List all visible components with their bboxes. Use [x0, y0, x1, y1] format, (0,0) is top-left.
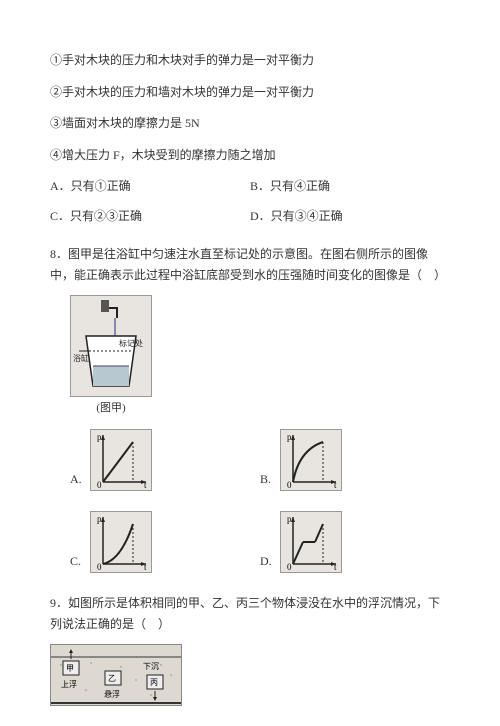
statement-3: ③墙面对木块的摩擦力是 5N: [50, 113, 450, 135]
q8-graph-a: A. p t 0: [70, 429, 260, 491]
q8-graph-b: B. p t 0: [260, 429, 450, 491]
svg-text:p: p: [287, 514, 292, 524]
svg-text:p: p: [287, 432, 292, 442]
q9-figure: 甲 上浮 乙 悬浮 丙 下沉: [50, 644, 450, 706]
statement-4: ④增大压力 F，木块受到的摩擦力随之增加: [50, 145, 450, 167]
q9-text: 9．如图所示是体积相同的甲、乙、丙三个物体浸没在水中的浮沉情况，下列说法正确的是…: [50, 593, 450, 636]
svg-text:t: t: [334, 480, 337, 490]
q7-option-a: A．只有①正确: [50, 176, 250, 198]
q8-graph-row-2: C. p t 0 D. p t 0: [50, 511, 450, 573]
svg-text:t: t: [144, 480, 147, 490]
statement-1: ①手对木块的压力和木块对手的弹力是一对平衡力: [50, 50, 450, 72]
svg-text:t: t: [144, 562, 147, 572]
q7-option-b: B．只有④正确: [250, 176, 450, 198]
q8-text: 8．图甲是往浴缸中匀速注水直至标记处的示意图。在图右侧所示的图像中，能正确表示此…: [50, 244, 450, 287]
svg-text:0: 0: [287, 480, 292, 490]
svg-text:0: 0: [97, 562, 102, 572]
svg-text:p: p: [97, 432, 102, 442]
q8-graph-c: C. p t 0: [70, 511, 260, 573]
svg-text:上浮: 上浮: [61, 679, 77, 689]
q8-label-a: A.: [70, 469, 90, 491]
svg-text:0: 0: [97, 480, 102, 490]
svg-text:0: 0: [287, 562, 292, 572]
q8-label-d: D.: [260, 551, 280, 573]
q7-options-row-2: C．只有②③正确 D．只有③④正确: [50, 206, 450, 228]
q8-graph-d: D. p t 0: [260, 511, 450, 573]
q8-label-b: B.: [260, 469, 280, 491]
svg-text:丙: 丙: [150, 678, 158, 687]
q8-figure-main: 标记处 浴缸 (图甲): [70, 295, 152, 419]
svg-text:下沉: 下沉: [143, 662, 159, 671]
q8-caption: (图甲): [70, 399, 152, 419]
svg-text:t: t: [334, 562, 337, 572]
svg-text:悬浮: 悬浮: [104, 689, 120, 699]
svg-text:甲: 甲: [66, 664, 74, 673]
q8-label-c: C.: [70, 551, 90, 573]
svg-text:乙: 乙: [108, 674, 116, 683]
q7-option-c: C．只有②③正确: [50, 206, 250, 228]
statement-2: ②手对木块的压力和墙对木块的弹力是一对平衡力: [50, 82, 450, 104]
q7-option-d: D．只有③④正确: [250, 206, 450, 228]
q8-graph-row-1: A. p t 0 B. p t 0: [50, 429, 450, 491]
mark-label: 标记处: [119, 338, 143, 348]
bathtub-diagram: 标记处 浴缸: [70, 295, 152, 397]
q7-options-row-1: A．只有①正确 B．只有④正确: [50, 176, 450, 198]
tub-label: 浴缸: [73, 353, 89, 363]
svg-text:p: p: [97, 514, 102, 524]
